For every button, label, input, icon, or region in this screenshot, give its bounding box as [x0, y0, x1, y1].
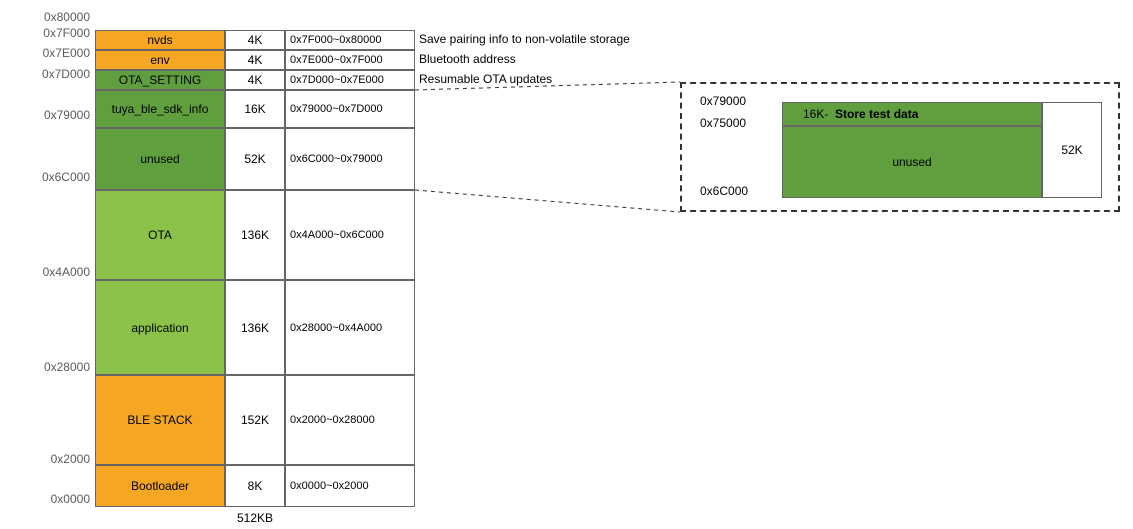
address-label: 0x6C000 [10, 170, 90, 184]
segment-range: 0x7F000~0x80000 [285, 30, 415, 50]
callout-header: 16K- Store test data [782, 102, 1042, 126]
address-label: 0x7E000 [10, 46, 90, 60]
address-label: 0x7F000 [10, 26, 90, 40]
memory-row: env4K0x7E000~0x7F000 [95, 50, 415, 70]
segment-range: 0x7D000~0x7E000 [285, 70, 415, 90]
segment-range: 0x2000~0x28000 [285, 375, 415, 465]
segment-name: BLE STACK [95, 375, 225, 465]
memory-row: Bootloader8K0x0000~0x2000 [95, 465, 415, 507]
segment-name: OTA [95, 190, 225, 280]
segment-range: 0x79000~0x7D000 [285, 90, 415, 128]
memory-map-diagram: 0x80000 0x7F000 0x7E000 0x7D000 0x79000 0x6C0… [0, 0, 1133, 529]
segment-size: 4K [225, 70, 285, 90]
segment-note: Save pairing info to non-volatile storag… [419, 32, 630, 46]
callout-header-note: Store test data [835, 107, 918, 121]
segment-name: nvds [95, 30, 225, 50]
memory-row: unused52K0x6C000~0x79000 [95, 128, 415, 190]
memory-row: BLE STACK152K0x2000~0x28000 [95, 375, 415, 465]
segment-name: env [95, 50, 225, 70]
segment-name: OTA_SETTING [95, 70, 225, 90]
callout-address-label: 0x6C000 [700, 184, 748, 198]
address-label: 0x4A000 [10, 265, 90, 279]
segment-name: tuya_ble_sdk_info [95, 90, 225, 128]
segment-size: 4K [225, 30, 285, 50]
segment-range: 0x6C000~0x79000 [285, 128, 415, 190]
memory-row: nvds4K0x7F000~0x80000 [95, 30, 415, 50]
segment-size: 152K [225, 375, 285, 465]
segment-range: 0x28000~0x4A000 [285, 280, 415, 375]
address-label: 0x80000 [10, 10, 90, 24]
callout-address-label: 0x75000 [700, 116, 746, 130]
memory-row: tuya_ble_sdk_info16K0x79000~0x7D000 [95, 90, 415, 128]
callout-address-label: 0x79000 [700, 94, 746, 108]
segment-name: Bootloader [95, 465, 225, 507]
address-label: 0x28000 [10, 360, 90, 374]
segment-size: 136K [225, 280, 285, 375]
segment-range: 0x0000~0x2000 [285, 465, 415, 507]
memory-row: application136K0x28000~0x4A000 [95, 280, 415, 375]
callout-header-size: 16K- [803, 107, 828, 121]
segment-note: Bluetooth address [419, 52, 516, 66]
segment-size: 136K [225, 190, 285, 280]
segment-size: 8K [225, 465, 285, 507]
address-label: 0x2000 [10, 452, 90, 466]
address-label: 0x0000 [10, 492, 90, 506]
callout-unused: unused [782, 126, 1042, 198]
memory-row: OTA_SETTING4K0x7D000~0x7E000 [95, 70, 415, 90]
segment-range: 0x7E000~0x7F000 [285, 50, 415, 70]
segment-size: 16K [225, 90, 285, 128]
segment-size: 4K [225, 50, 285, 70]
address-label: 0x7D000 [10, 67, 90, 81]
total-size-label: 512KB [237, 511, 273, 525]
segment-note: Resumable OTA updates [419, 72, 552, 86]
segment-name: application [95, 280, 225, 375]
segment-name: unused [95, 128, 225, 190]
segment-size: 52K [225, 128, 285, 190]
callout-box: 0x79000 0x75000 0x6C000 16K- Store test dat… [680, 82, 1120, 212]
memory-row: OTA136K0x4A000~0x6C000 [95, 190, 415, 280]
address-label: 0x79000 [10, 108, 90, 122]
segment-range: 0x4A000~0x6C000 [285, 190, 415, 280]
callout-right-size: 52K [1042, 102, 1102, 198]
